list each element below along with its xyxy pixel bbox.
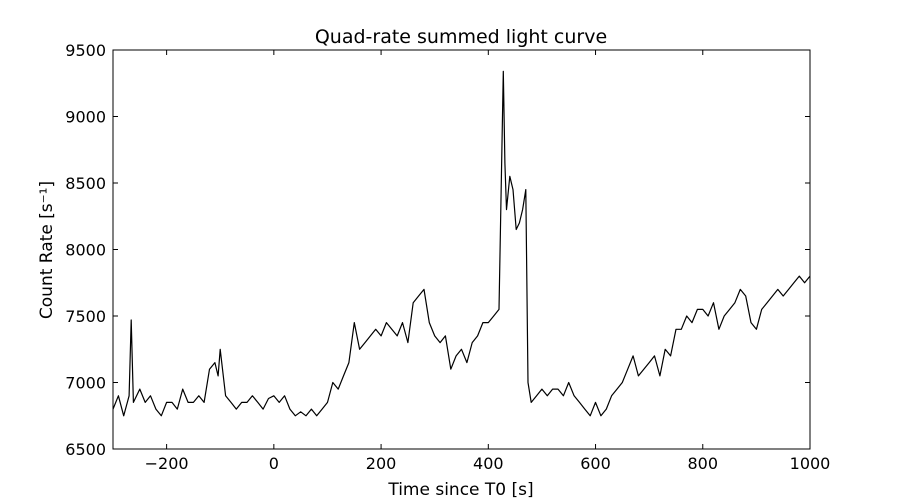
x-axis: −200 0 200 400 600 800 1000 (145, 50, 831, 473)
y-axis-label: Count Rate [s⁻¹] (37, 181, 57, 319)
x-tick-label: 800 (687, 454, 718, 473)
y-tick-label: 6500 (65, 440, 106, 459)
y-tick-label: 8500 (65, 174, 106, 193)
plot-frame (112, 49, 811, 450)
y-tick-label: 7000 (65, 374, 106, 393)
series-line (112, 70, 811, 417)
y-tick-label: 8000 (65, 241, 106, 260)
y-tick-label: 9000 (65, 108, 106, 127)
chart-title: Quad-rate summed light curve (315, 26, 607, 48)
x-tick-label: 400 (473, 454, 504, 473)
x-tick-label: 600 (580, 454, 611, 473)
y-tick-label: 7500 (65, 307, 106, 326)
x-axis-label: Time since T0 [s] (387, 480, 533, 500)
x-tick-label: −200 (145, 454, 189, 473)
x-tick-label: 200 (366, 454, 397, 473)
y-axis: 6500 7000 7500 8000 8500 9000 9500 (65, 41, 810, 459)
plot-area (112, 49, 811, 450)
x-tick-label: 1000 (790, 454, 831, 473)
x-tick-label: 0 (269, 454, 279, 473)
y-tick-label: 9500 (65, 41, 106, 60)
